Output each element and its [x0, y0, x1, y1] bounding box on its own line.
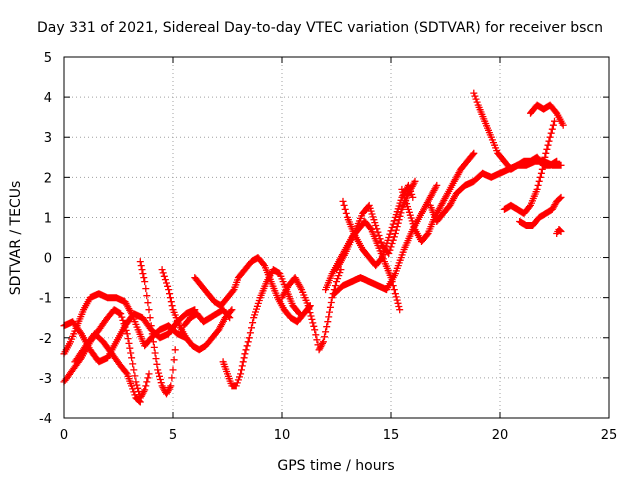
data-point-markers: [470, 89, 561, 173]
data-point-markers: [180, 306, 234, 330]
axis-ticks: [63, 56, 610, 419]
x-tick-label: 20: [492, 428, 509, 443]
series-arc-10: [278, 266, 345, 354]
x-tick-label: 10: [274, 428, 291, 443]
y-tick-label: 5: [44, 51, 52, 66]
series-arc-04: [71, 330, 144, 406]
plot-frame: [63, 56, 610, 419]
data-point-markers: [158, 266, 236, 354]
data-point-markers: [136, 258, 179, 398]
y-tick-label: 3: [44, 131, 52, 146]
x-tick-labels: 0 5 10 15 20 25: [60, 428, 617, 443]
data-point-markers: [339, 181, 417, 270]
y-tick-label: -1: [39, 292, 52, 307]
series-arc-07: [191, 254, 314, 326]
series-arc-09: [180, 306, 234, 330]
series-arc-05: [136, 258, 179, 398]
y-axis-label: SDTVAR / TECUs: [8, 181, 24, 296]
data-point-markers: [500, 117, 558, 217]
y-tick-label: -2: [39, 332, 52, 347]
x-axis-label: GPS time / hours: [277, 458, 394, 474]
chart-title: Day 331 of 2021, Sidereal Day-to-day VTE…: [37, 20, 603, 36]
y-tick-label: -4: [39, 412, 52, 427]
data-point-markers: [71, 330, 144, 406]
data-point-markers: [278, 266, 345, 354]
series-arc-20: [516, 193, 565, 229]
data-point-markers: [527, 101, 567, 129]
x-tick-label: 5: [169, 428, 177, 443]
y-tick-labels: -4 -3 -2 -1 0 1 2 3 4 5: [39, 51, 52, 427]
data-point-markers: [191, 254, 314, 326]
x-tick-label: 25: [601, 428, 618, 443]
grid: [64, 57, 609, 418]
data-point-markers: [516, 193, 565, 229]
series-arc-18: [500, 117, 558, 217]
y-tick-label: -3: [39, 372, 52, 387]
series-arc-06: [158, 266, 236, 354]
y-tick-label: 2: [44, 171, 52, 186]
y-tick-label: 4: [44, 91, 52, 106]
series-arc-17: [470, 89, 561, 173]
series-arc-19: [527, 101, 567, 129]
data-point-markers: [219, 266, 303, 390]
x-tick-label: 0: [60, 428, 68, 443]
x-tick-label: 15: [383, 428, 400, 443]
series-arc-08: [219, 266, 303, 390]
series-arc-21: [553, 226, 565, 237]
data-point-markers: [553, 226, 565, 237]
series-arc-14: [339, 181, 417, 270]
y-tick-label: 1: [44, 211, 52, 226]
y-tick-label: 0: [44, 252, 52, 267]
